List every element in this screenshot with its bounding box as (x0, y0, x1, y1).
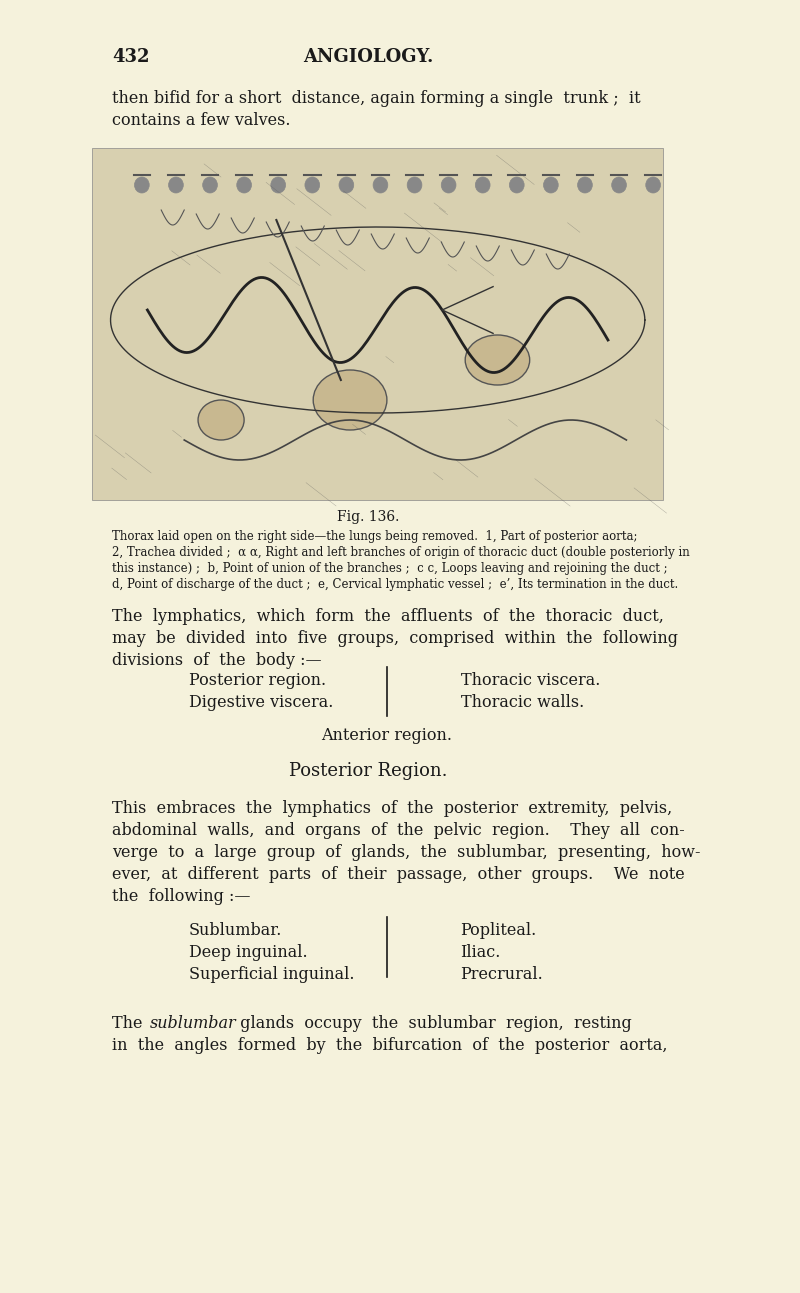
Text: Posterior region.: Posterior region. (189, 672, 326, 689)
Circle shape (169, 177, 183, 193)
Text: in  the  angles  formed  by  the  bifurcation  of  the  posterior  aorta,: in the angles formed by the bifurcation … (112, 1037, 668, 1054)
Circle shape (475, 177, 490, 193)
Circle shape (510, 177, 524, 193)
Text: d, Point of discharge of the duct ;  e, Cervical lymphatic vessel ;  e’, Its ter: d, Point of discharge of the duct ; e, C… (112, 578, 678, 591)
Text: abdominal  walls,  and  organs  of  the  pelvic  region.    They  all  con-: abdominal walls, and organs of the pelvi… (112, 822, 685, 839)
Circle shape (202, 177, 218, 193)
Circle shape (407, 177, 422, 193)
Text: The  lymphatics,  which  form  the  affluents  of  the  thoracic  duct,: The lymphatics, which form the affluents… (112, 608, 664, 625)
Circle shape (339, 177, 354, 193)
Text: verge  to  a  large  group  of  glands,  the  sublumbar,  presenting,  how-: verge to a large group of glands, the su… (112, 844, 701, 861)
Circle shape (442, 177, 456, 193)
Text: Iliac.: Iliac. (461, 944, 501, 961)
Text: sublumbar: sublumbar (150, 1015, 237, 1032)
Circle shape (646, 177, 661, 193)
Circle shape (271, 177, 286, 193)
Ellipse shape (465, 335, 530, 385)
Text: contains a few valves.: contains a few valves. (112, 112, 291, 129)
Text: this instance) ;  b, Point of union of the branches ;  c c, Loops leaving and re: this instance) ; b, Point of union of th… (112, 562, 668, 575)
Text: The: The (112, 1015, 153, 1032)
Text: Thorax laid open on the right side—the lungs being removed.  1, Part of posterio: Thorax laid open on the right side—the l… (112, 530, 638, 543)
Text: Thoracic walls.: Thoracic walls. (461, 694, 584, 711)
Circle shape (373, 177, 388, 193)
Text: Superficial inguinal.: Superficial inguinal. (189, 966, 354, 983)
Text: Fig. 136.: Fig. 136. (338, 509, 400, 524)
Circle shape (612, 177, 626, 193)
Text: Sublumbar.: Sublumbar. (189, 922, 282, 939)
Text: divisions  of  the  body :—: divisions of the body :— (112, 652, 322, 668)
Text: Anterior region.: Anterior region. (322, 727, 452, 743)
Circle shape (134, 177, 150, 193)
Text: 432: 432 (112, 48, 150, 66)
Text: glands  occupy  the  sublumbar  region,  resting: glands occupy the sublumbar region, rest… (230, 1015, 631, 1032)
Text: may  be  divided  into  five  groups,  comprised  within  the  following: may be divided into five groups, compris… (112, 630, 678, 646)
Text: Popliteal.: Popliteal. (461, 922, 537, 939)
Text: Posterior Region.: Posterior Region. (290, 762, 448, 780)
Text: 2, Trachea divided ;  α α, Right and left branches of origin of thoracic duct (d: 2, Trachea divided ; α α, Right and left… (112, 546, 690, 559)
Text: This  embraces  the  lymphatics  of  the  posterior  extremity,  pelvis,: This embraces the lymphatics of the post… (112, 800, 673, 817)
Text: Digestive viscera.: Digestive viscera. (189, 694, 334, 711)
Text: Deep inguinal.: Deep inguinal. (189, 944, 307, 961)
Text: then bifid for a short  distance, again forming a single  trunk ;  it: then bifid for a short distance, again f… (112, 91, 641, 107)
Text: ever,  at  different  parts  of  their  passage,  other  groups.    We  note: ever, at different parts of their passag… (112, 866, 685, 883)
Circle shape (578, 177, 592, 193)
Ellipse shape (198, 400, 244, 440)
Text: Thoracic viscera.: Thoracic viscera. (461, 672, 600, 689)
Text: the  following :—: the following :— (112, 888, 251, 905)
Circle shape (543, 177, 558, 193)
Circle shape (305, 177, 320, 193)
Text: Precrural.: Precrural. (461, 966, 543, 983)
Ellipse shape (314, 370, 387, 431)
Circle shape (237, 177, 251, 193)
FancyBboxPatch shape (92, 147, 663, 500)
Text: ANGIOLOGY.: ANGIOLOGY. (303, 48, 434, 66)
